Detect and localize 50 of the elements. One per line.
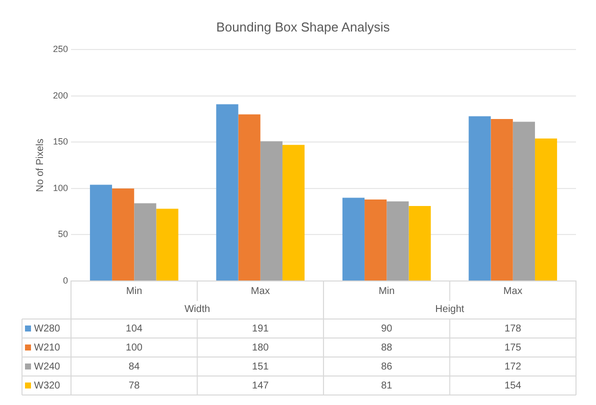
y-tick-label: 50 xyxy=(58,229,68,240)
legend-label: W320 xyxy=(34,380,61,392)
y-tick-label: 0 xyxy=(63,275,68,286)
data-label: 88 xyxy=(381,342,393,354)
bar xyxy=(342,198,365,280)
y-tick-label: 250 xyxy=(52,44,68,54)
data-label: 151 xyxy=(252,361,270,372)
data-label: 191 xyxy=(252,323,270,334)
bar xyxy=(512,122,535,280)
bar xyxy=(90,184,112,280)
x-tick-label: Min xyxy=(126,286,142,297)
data-label: 100 xyxy=(126,342,143,354)
bar xyxy=(490,119,513,280)
bar xyxy=(282,144,305,280)
y-tick-label: 100 xyxy=(52,182,68,193)
data-label: 180 xyxy=(252,342,270,354)
bar xyxy=(408,206,431,280)
data-label: 84 xyxy=(128,361,140,372)
data-label: 178 xyxy=(504,323,522,334)
data-label: 81 xyxy=(381,380,393,392)
bar xyxy=(534,138,558,280)
data-label: 90 xyxy=(381,323,393,334)
data-label: 175 xyxy=(504,342,522,354)
x-tick-label: Max xyxy=(250,286,270,297)
legend-label: W210 xyxy=(34,342,61,354)
y-tick-label: 150 xyxy=(52,136,68,147)
data-label: 86 xyxy=(381,361,393,372)
text: Width xyxy=(184,304,210,315)
bar xyxy=(386,201,409,280)
text: Height xyxy=(435,304,464,315)
bar xyxy=(216,104,238,280)
bar xyxy=(156,208,178,280)
bar xyxy=(468,116,491,280)
chart-title: Bounding Box Shape Analysis xyxy=(216,19,390,34)
legend-label: W280 xyxy=(34,323,61,334)
y-tick-label: 200 xyxy=(52,90,68,100)
data-label: 104 xyxy=(126,323,143,334)
data-label: 154 xyxy=(504,380,522,392)
bar xyxy=(112,188,134,280)
y-axis-title: No of Pixels xyxy=(34,138,46,192)
data-label: 147 xyxy=(252,380,270,392)
x-tick-label: Min xyxy=(378,286,395,297)
bar xyxy=(134,203,156,280)
legend-label: W240 xyxy=(34,361,61,372)
bar xyxy=(238,114,260,280)
bar xyxy=(260,141,282,280)
x-tick-label: Max xyxy=(503,286,522,297)
bar xyxy=(364,200,387,280)
data-label: 78 xyxy=(128,380,140,392)
data-label: 172 xyxy=(504,361,522,372)
